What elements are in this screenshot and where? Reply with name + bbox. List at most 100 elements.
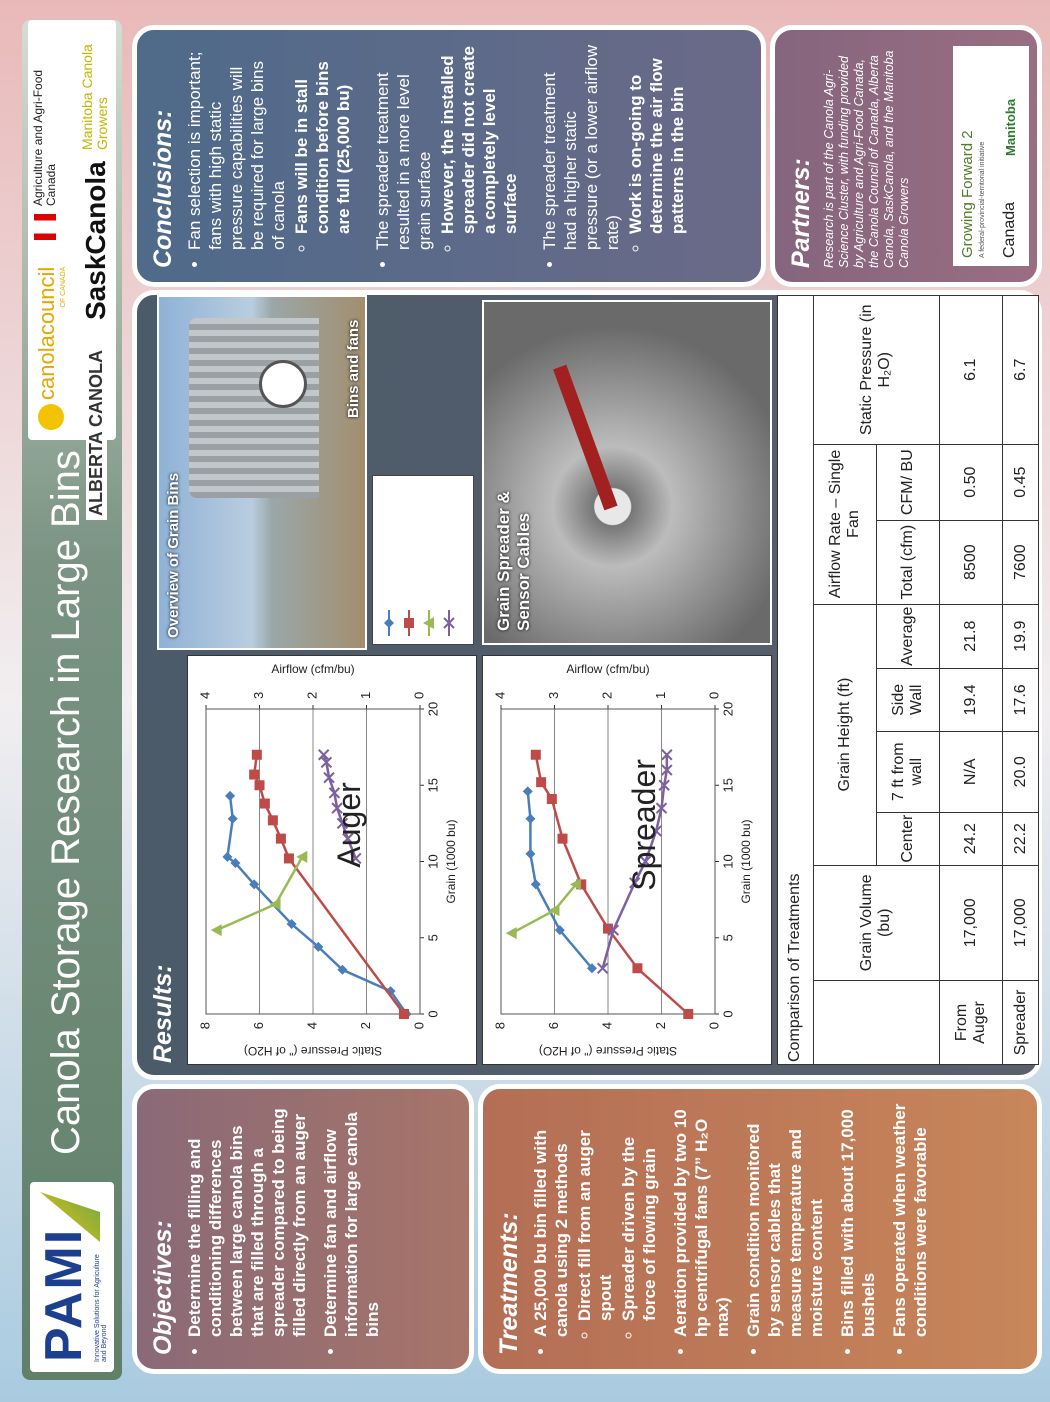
plot-frame <box>205 708 421 1015</box>
legend-label: Double Fan (cfm/bu) <box>423 505 435 606</box>
partners-text: Research is part of the Canola Agri-Scie… <box>822 50 911 268</box>
y2-tick-label: 4 <box>492 692 507 699</box>
line <box>534 754 690 1015</box>
bullet: Grain condition monitored by sensor cabl… <box>743 1103 827 1337</box>
bullet-text: The spreader treatment had a higher stat… <box>540 44 622 250</box>
y-tick-label: 2 <box>358 1022 373 1029</box>
line <box>526 791 593 970</box>
y-tick-label: 0 <box>411 1022 426 1029</box>
x-axis-label: Grain (1000 bu) <box>444 819 458 903</box>
photo-caption: Overview of Grain Bins <box>165 472 182 638</box>
point <box>331 802 343 814</box>
point <box>522 786 533 797</box>
point <box>548 904 560 917</box>
partners-panel: Partners: Research is part of the Canola… <box>770 25 1042 287</box>
point <box>350 852 362 865</box>
table-cell: 17.6 <box>1002 668 1039 732</box>
logo-text: Manitoba Canola Growers <box>79 44 110 150</box>
row-label: Spreader <box>1002 980 1039 1065</box>
legend-marker <box>423 617 434 629</box>
y-axis-label: Static Pressure (" of H2O) <box>539 1044 677 1058</box>
point <box>505 927 517 940</box>
point <box>661 749 673 761</box>
point <box>639 855 652 868</box>
table-cell: 24.2 <box>939 812 1003 866</box>
point <box>227 813 238 824</box>
heading: Objectives: <box>149 1220 177 1355</box>
series <box>249 749 409 1019</box>
logo-text: Canada <box>1001 201 1018 258</box>
y-tick-label: 6 <box>546 1022 561 1029</box>
legend-entry: Single Fan (cfm/bu) <box>439 484 459 636</box>
plot-frame <box>500 708 716 1015</box>
y2-tick-label: 3 <box>251 692 266 699</box>
point <box>296 850 308 863</box>
bullet: Fan selection is important; fans with hi… <box>184 44 354 250</box>
logo-text: canolacouncil OF CANADA <box>34 267 67 400</box>
point <box>283 853 294 864</box>
table-cell: 8500 <box>939 520 1003 605</box>
point <box>655 802 668 814</box>
heading: Results: <box>149 964 177 1063</box>
legend-entry: Single Fan (" of H2O) <box>399 484 419 636</box>
legend-swatch <box>443 610 455 636</box>
point <box>536 777 547 788</box>
point <box>661 764 673 776</box>
x-axis-label: Grain (1000 bu) <box>739 819 753 903</box>
point <box>328 787 341 799</box>
legend-swatch <box>384 610 394 636</box>
logo-icon <box>38 404 64 430</box>
legend-marker <box>404 618 414 628</box>
legend-entry: Double Fan (cfm/bu) <box>419 484 439 636</box>
sub-bullet: Work is on-going to determine the air fl… <box>625 44 688 234</box>
table-subheader: Average <box>876 604 940 669</box>
list: Fan selection is important; fans with hi… <box>184 44 688 268</box>
y2-axis-label: Airflow (cfm/bu) <box>271 662 354 676</box>
bullet: A 25,000 bu bin filled with canola using… <box>530 1103 660 1337</box>
point <box>317 749 330 761</box>
bullet-text: A 25,000 bu bin filled with canola using… <box>531 1129 571 1337</box>
point <box>269 898 281 911</box>
sub-bullet: Fans will be in stall condition before b… <box>291 44 354 234</box>
point <box>398 1009 409 1019</box>
series <box>505 878 581 940</box>
bullet: The spreader treatment resulted in a mor… <box>372 44 521 250</box>
table-subheader: Side Wall <box>876 668 940 732</box>
line <box>252 754 405 1015</box>
sub-bullet: However, the installed spreader did not … <box>437 44 521 234</box>
table-cell: 21.8 <box>939 604 1003 669</box>
logo-strip: canolacouncil OF CANADA ALBERTA CANOLA Sa… <box>28 20 116 520</box>
legend: Double Fan (" of H2O) Single Fan (" of H2… <box>372 475 474 645</box>
sub-list: Direct fill from an auger spout Spreader… <box>574 1103 660 1337</box>
photo: Overview of Grain Bins Bins and fans <box>157 295 367 650</box>
pami-logo: PAMI Innovative Solutions for Agricultur… <box>30 1182 114 1372</box>
sub-bullet: Direct fill from an auger spout <box>574 1103 616 1321</box>
x-tick-label: 0 <box>425 1010 440 1017</box>
legend-entry: Double Fan (" of H2O) <box>379 484 399 636</box>
logo-tag: Innovative Solutions for Agriculture and… <box>94 1254 108 1362</box>
point <box>254 780 265 791</box>
table-row: Comparison of Treatments <box>777 295 814 1065</box>
y2-tick-label: 1 <box>653 692 668 699</box>
series <box>596 749 673 974</box>
objectives-panel: Objectives: Determine the filling and co… <box>132 1084 474 1374</box>
point <box>259 798 270 809</box>
bullet: Fans operated when weather conditions we… <box>889 1103 931 1337</box>
y-tick-label: 8 <box>492 1022 507 1029</box>
logo-text: canolacouncil <box>34 266 59 400</box>
bullet: Determine the filling and conditioning d… <box>184 1103 310 1337</box>
point <box>336 817 349 830</box>
table-cell: 0.50 <box>939 444 1003 521</box>
x-tick-label: 10 <box>720 854 735 868</box>
table-cell: 7600 <box>1002 520 1039 605</box>
point <box>525 813 536 824</box>
point <box>525 848 536 859</box>
legend-marker <box>443 617 455 629</box>
point <box>596 962 609 974</box>
partner-logos: Growing Forward 2 A federal-provincial-t… <box>953 46 1029 266</box>
table-row: Spreader 17,000 22.2 20.0 17.6 19.9 7600 0.45 6.… <box>1002 295 1039 1065</box>
y2-tick-label: 3 <box>546 692 561 699</box>
table-cell: 17,000 <box>1002 865 1039 981</box>
point <box>210 924 222 937</box>
